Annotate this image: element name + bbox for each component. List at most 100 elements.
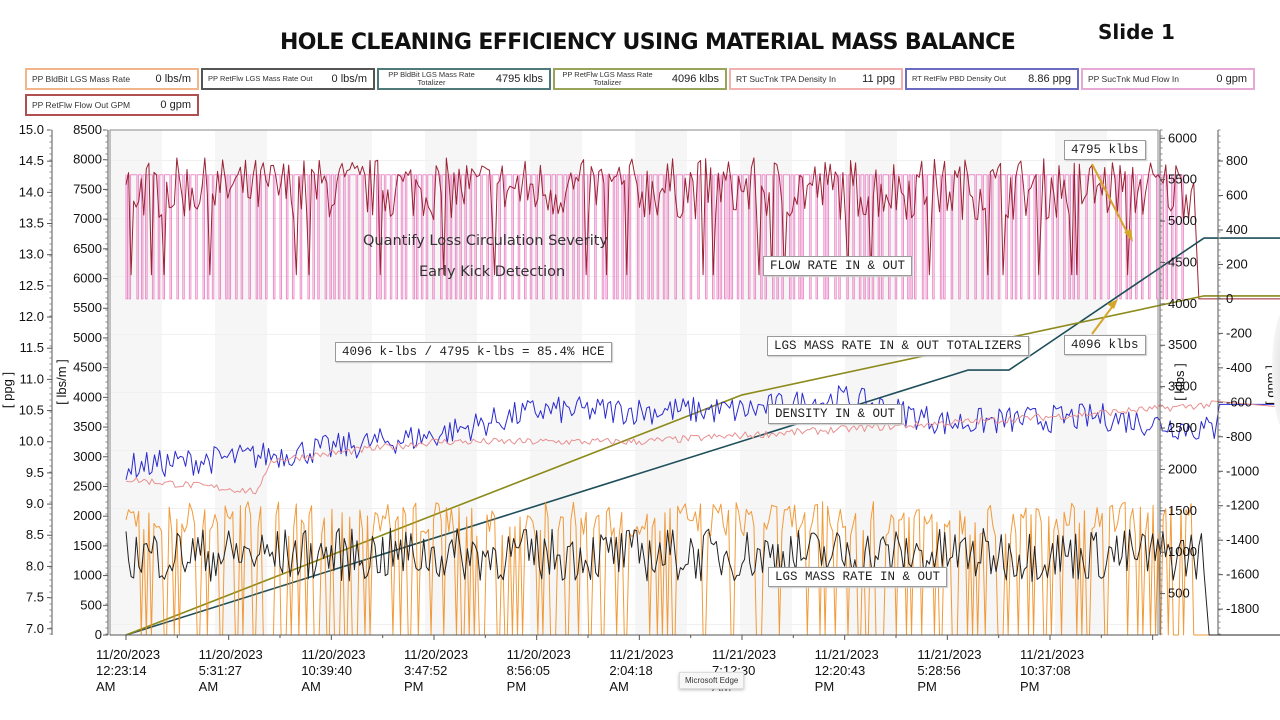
gauge-suctnk-mud-flow-in[interactable]: PP SucTnk Mud Flow In 0 gpm [1081,68,1255,90]
tick-label: 600 [1226,187,1248,202]
tick-label: 400 [1226,222,1248,237]
tick-label: 13.5 [19,216,44,231]
tick-label: 15.0 [19,122,44,137]
x-tick-label: AM [609,679,629,694]
x-tick-label: 11/20/2023 [507,647,571,662]
gauge-retflw-lgs-totalizer[interactable]: PP RetFlw LGS Mass Rate Totalizer 4096 k… [553,68,727,90]
annotation-lgs-mass-rate: LGS MASS RATE IN & OUT [768,567,948,587]
x-tick-label: 2:04:18 [609,663,652,678]
tick-label: -1000 [1226,463,1259,478]
tick-label: 0 [95,627,102,642]
annotation-density: DENSITY IN & OUT [768,404,903,424]
gauge-label: RT SucTnk TPA Density In [736,74,836,84]
tick-label: -1400 [1226,532,1259,547]
tick-label: 5000 [73,330,102,345]
gauge-bldbit-lgs-totalizer[interactable]: PP BldBit LGS Mass Rate Totalizer 4795 k… [377,68,551,90]
x-tick-label: 11/20/2023 [96,647,160,662]
slide-number: Slide 1 [1098,20,1175,44]
tick-label: 10.5 [19,403,44,418]
page-title: HOLE CLEANING EFFICIENCY USING MATERIAL … [280,30,1016,55]
x-tick-label: 11/21/2023 [1020,647,1084,662]
axis-title-ppg: [ ppg ] [0,372,15,408]
tick-label: 5000 [1168,213,1197,228]
tick-label: -400 [1226,360,1252,375]
gauge-value: 4096 klbs [671,73,719,85]
x-tick-label: 11/20/2023 [404,647,468,662]
gauge-label: PP SucTnk Mud Flow In [1088,74,1180,84]
series-line-4 [125,385,1280,480]
tick-label: 8000 [73,152,102,167]
gauge-value: 8.86 ppg [1028,73,1071,85]
tick-label: -1600 [1226,567,1259,582]
tick-label: 500 [1168,586,1190,601]
gauge-retflw-flow-out[interactable]: PP RetFlw Flow Out GPM 0 gpm [25,94,199,116]
gauge-suctnk-density-in[interactable]: RT SucTnk TPA Density In 11 ppg [729,68,903,90]
tick-label: 2000 [73,508,102,523]
x-tick-label: PM [404,679,424,694]
x-tick-label: 5:31:27 [199,663,242,678]
tick-label: 200 [1226,256,1248,271]
x-tick-label: PM [507,679,526,694]
grid-line [110,624,1158,625]
x-tick-label: 11/20/2023 [301,647,365,662]
series-line-1 [125,157,1280,300]
annotation-hce-ratio: 4096 k-lbs / 4795 k-lbs = 85.4% HCE [335,342,612,362]
tick-label: 5500 [73,300,102,315]
gauge-label: PP RetFlw Flow Out GPM [32,100,131,110]
tick-label: -1200 [1226,498,1259,513]
tick-label: 12.5 [19,278,44,293]
tick-label: 4000 [1168,296,1197,311]
x-tick-label: 12:20:43 [815,663,866,678]
gauge-value: 11 ppg [862,73,895,85]
annotation-total-in: 4795 klbs [1064,140,1146,160]
tick-label: 3500 [73,419,102,434]
tick-label: 10.0 [19,434,44,449]
tick-label: 1000 [1168,544,1197,559]
tick-label: 13.0 [19,247,44,262]
tick-label: -1800 [1226,601,1259,616]
gauge-bldbit-lgs-mass-rate[interactable]: PP BldBit LGS Mass Rate 0 lbs/m [25,68,199,90]
grid-line [110,566,1158,567]
annotation-loss-circulation: Quantify Loss Circulation Severity [363,233,608,249]
tick-label: 6000 [1168,130,1197,145]
tick-label: 6000 [73,271,102,286]
scroll-edge [1272,310,1280,430]
tick-label: -200 [1226,325,1252,340]
tick-label: 6500 [73,241,102,256]
x-tick-label: AM [301,679,321,694]
x-tick-label: 8:56:05 [507,663,550,678]
tick-label: 2500 [1168,420,1197,435]
tick-label: 3000 [73,449,102,464]
arrow-head [1107,299,1118,309]
tick-label: 1500 [73,538,102,553]
tick-label: 3000 [1168,379,1197,394]
gauge-retflw-density-out[interactable]: RT RetFlw PBD Density Out 8.86 ppg [905,68,1079,90]
tick-label: 8500 [73,122,102,137]
gauge-label: PP BldBit LGS Mass Rate Totalizer [388,70,475,87]
tick-label: 11.0 [20,371,44,386]
tick-label: 800 [1226,153,1248,168]
arrow-head [1124,229,1133,242]
tick-label: -800 [1226,429,1252,444]
series-line-2 [125,237,1280,636]
tick-label: -600 [1226,394,1252,409]
grid-line [110,508,1158,509]
series-line-7 [125,527,1280,636]
gauge-value: 0 gpm [1216,73,1247,85]
axis-title-klbs: [ klbs ] [1172,363,1187,401]
x-tick-label: 11/21/2023 [917,647,981,662]
x-tick-label: 11/21/2023 [712,647,776,662]
x-tick-label: 11/20/2023 [199,647,263,662]
tick-label: 8.0 [26,558,44,573]
arrow-total-out [1091,302,1116,335]
x-tick-label: PM [917,679,937,694]
gauge-label: PP RetFlw LGS Mass Rate Out [208,74,313,83]
x-tick-label: 12:23:14 [96,663,147,678]
tick-label: 1000 [73,568,102,583]
gauge-retflw-lgs-mass-rate-out[interactable]: PP RetFlw LGS Mass Rate Out 0 lbs/m [201,68,375,90]
gauge-label: RT RetFlw PBD Density Out [912,74,1006,83]
gauge-label: PP RetFlw LGS Mass Rate Totalizer [562,70,653,87]
tick-label: 0 [1226,291,1233,306]
x-tick-label: 11/21/2023 [609,647,673,662]
